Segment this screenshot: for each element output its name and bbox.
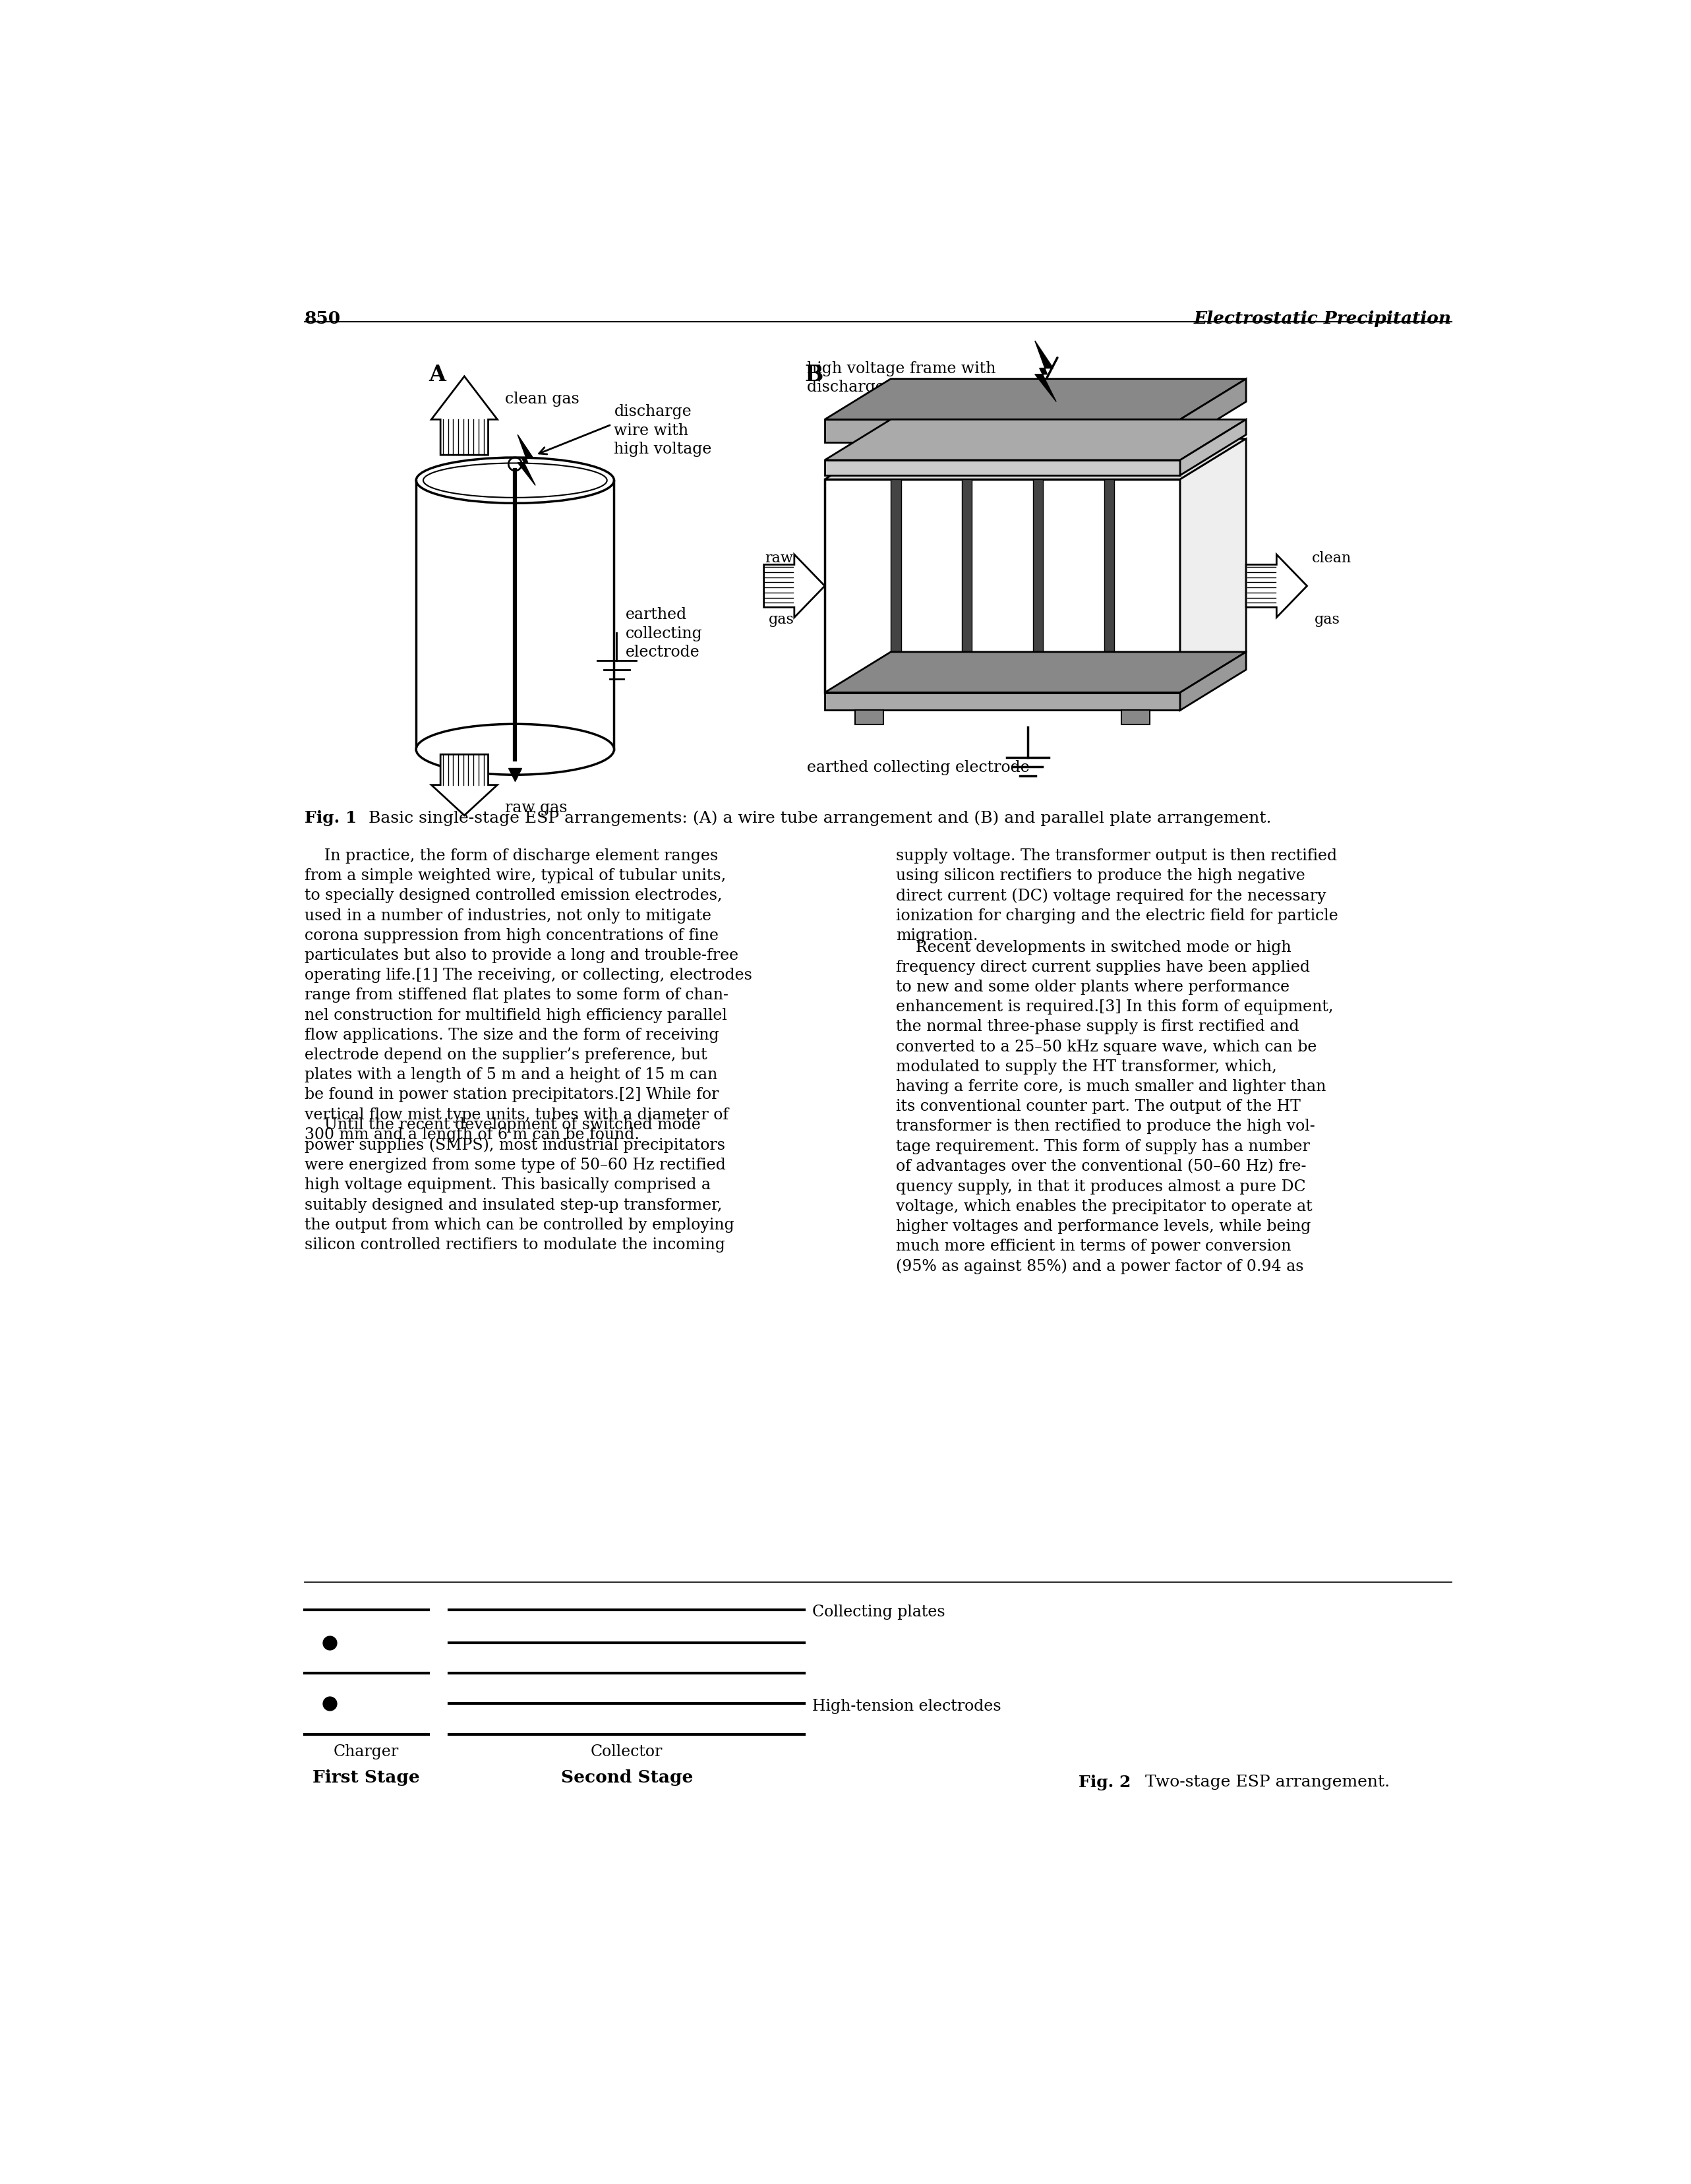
- Text: high voltage frame with
discharge electrodes: high voltage frame with discharge electr…: [807, 360, 996, 395]
- Text: In practice, the form of discharge element ranges
from a simple weighted wire, t: In practice, the form of discharge eleme…: [304, 847, 752, 1142]
- Text: clean: clean: [1312, 550, 1351, 566]
- Text: Two-stage ESP arrangement.: Two-stage ESP arrangement.: [1135, 1776, 1390, 1791]
- Text: Second Stage: Second Stage: [561, 1769, 693, 1787]
- Polygon shape: [431, 376, 497, 454]
- Text: Charger: Charger: [333, 1745, 399, 1760]
- Bar: [825, 478, 1180, 692]
- Text: discharge
wire with
high voltage: discharge wire with high voltage: [614, 404, 712, 456]
- Text: clean gas: clean gas: [506, 391, 580, 406]
- Bar: [962, 478, 972, 692]
- Bar: [1033, 478, 1043, 692]
- Bar: [1121, 710, 1150, 725]
- Text: raw: raw: [764, 550, 793, 566]
- Polygon shape: [1246, 555, 1307, 618]
- Text: High-tension electrodes: High-tension electrodes: [812, 1699, 1001, 1714]
- Polygon shape: [1180, 651, 1246, 710]
- Bar: [825, 461, 1180, 476]
- Polygon shape: [1035, 341, 1057, 402]
- Polygon shape: [825, 378, 1246, 419]
- Text: B: B: [805, 363, 824, 384]
- Text: Collector: Collector: [590, 1745, 663, 1760]
- Polygon shape: [431, 753, 497, 815]
- Polygon shape: [517, 435, 536, 485]
- Text: Fig. 2: Fig. 2: [1079, 1776, 1131, 1791]
- Ellipse shape: [416, 725, 614, 775]
- Polygon shape: [764, 555, 825, 618]
- Polygon shape: [1180, 439, 1246, 692]
- Text: Fig. 1: Fig. 1: [304, 810, 357, 826]
- Text: Basic single-stage ESP arrangements: (A) a wire tube arrangement and (B) and par: Basic single-stage ESP arrangements: (A)…: [358, 810, 1272, 826]
- Text: earthed collecting electrode: earthed collecting electrode: [807, 760, 1030, 775]
- Text: gas: gas: [1314, 612, 1341, 627]
- Text: 850: 850: [304, 310, 342, 328]
- Text: Collecting plates: Collecting plates: [812, 1605, 945, 1621]
- Polygon shape: [1180, 419, 1246, 476]
- Text: raw gas: raw gas: [506, 799, 566, 815]
- Text: First Stage: First Stage: [313, 1769, 419, 1787]
- Text: A: A: [430, 363, 446, 384]
- Bar: [891, 478, 901, 692]
- Text: earthed
collecting
electrode: earthed collecting electrode: [626, 607, 703, 660]
- Polygon shape: [825, 651, 1246, 692]
- Text: Electrostatic Precipitation: Electrostatic Precipitation: [1194, 310, 1451, 328]
- Bar: [856, 710, 883, 725]
- Bar: [825, 419, 1180, 443]
- Polygon shape: [825, 439, 1246, 478]
- Text: supply voltage. The transformer output is then rectified
using silicon rectifier: supply voltage. The transformer output i…: [896, 847, 1338, 943]
- Text: Recent developments in switched mode or high
frequency direct current supplies h: Recent developments in switched mode or …: [896, 939, 1333, 1275]
- Text: Until the recent development of switched mode
power supplies (SMPS), most indust: Until the recent development of switched…: [304, 1118, 734, 1251]
- Bar: [825, 692, 1180, 710]
- Polygon shape: [1180, 378, 1246, 443]
- Bar: [1104, 478, 1114, 692]
- Polygon shape: [825, 419, 1246, 461]
- Text: gas: gas: [769, 612, 795, 627]
